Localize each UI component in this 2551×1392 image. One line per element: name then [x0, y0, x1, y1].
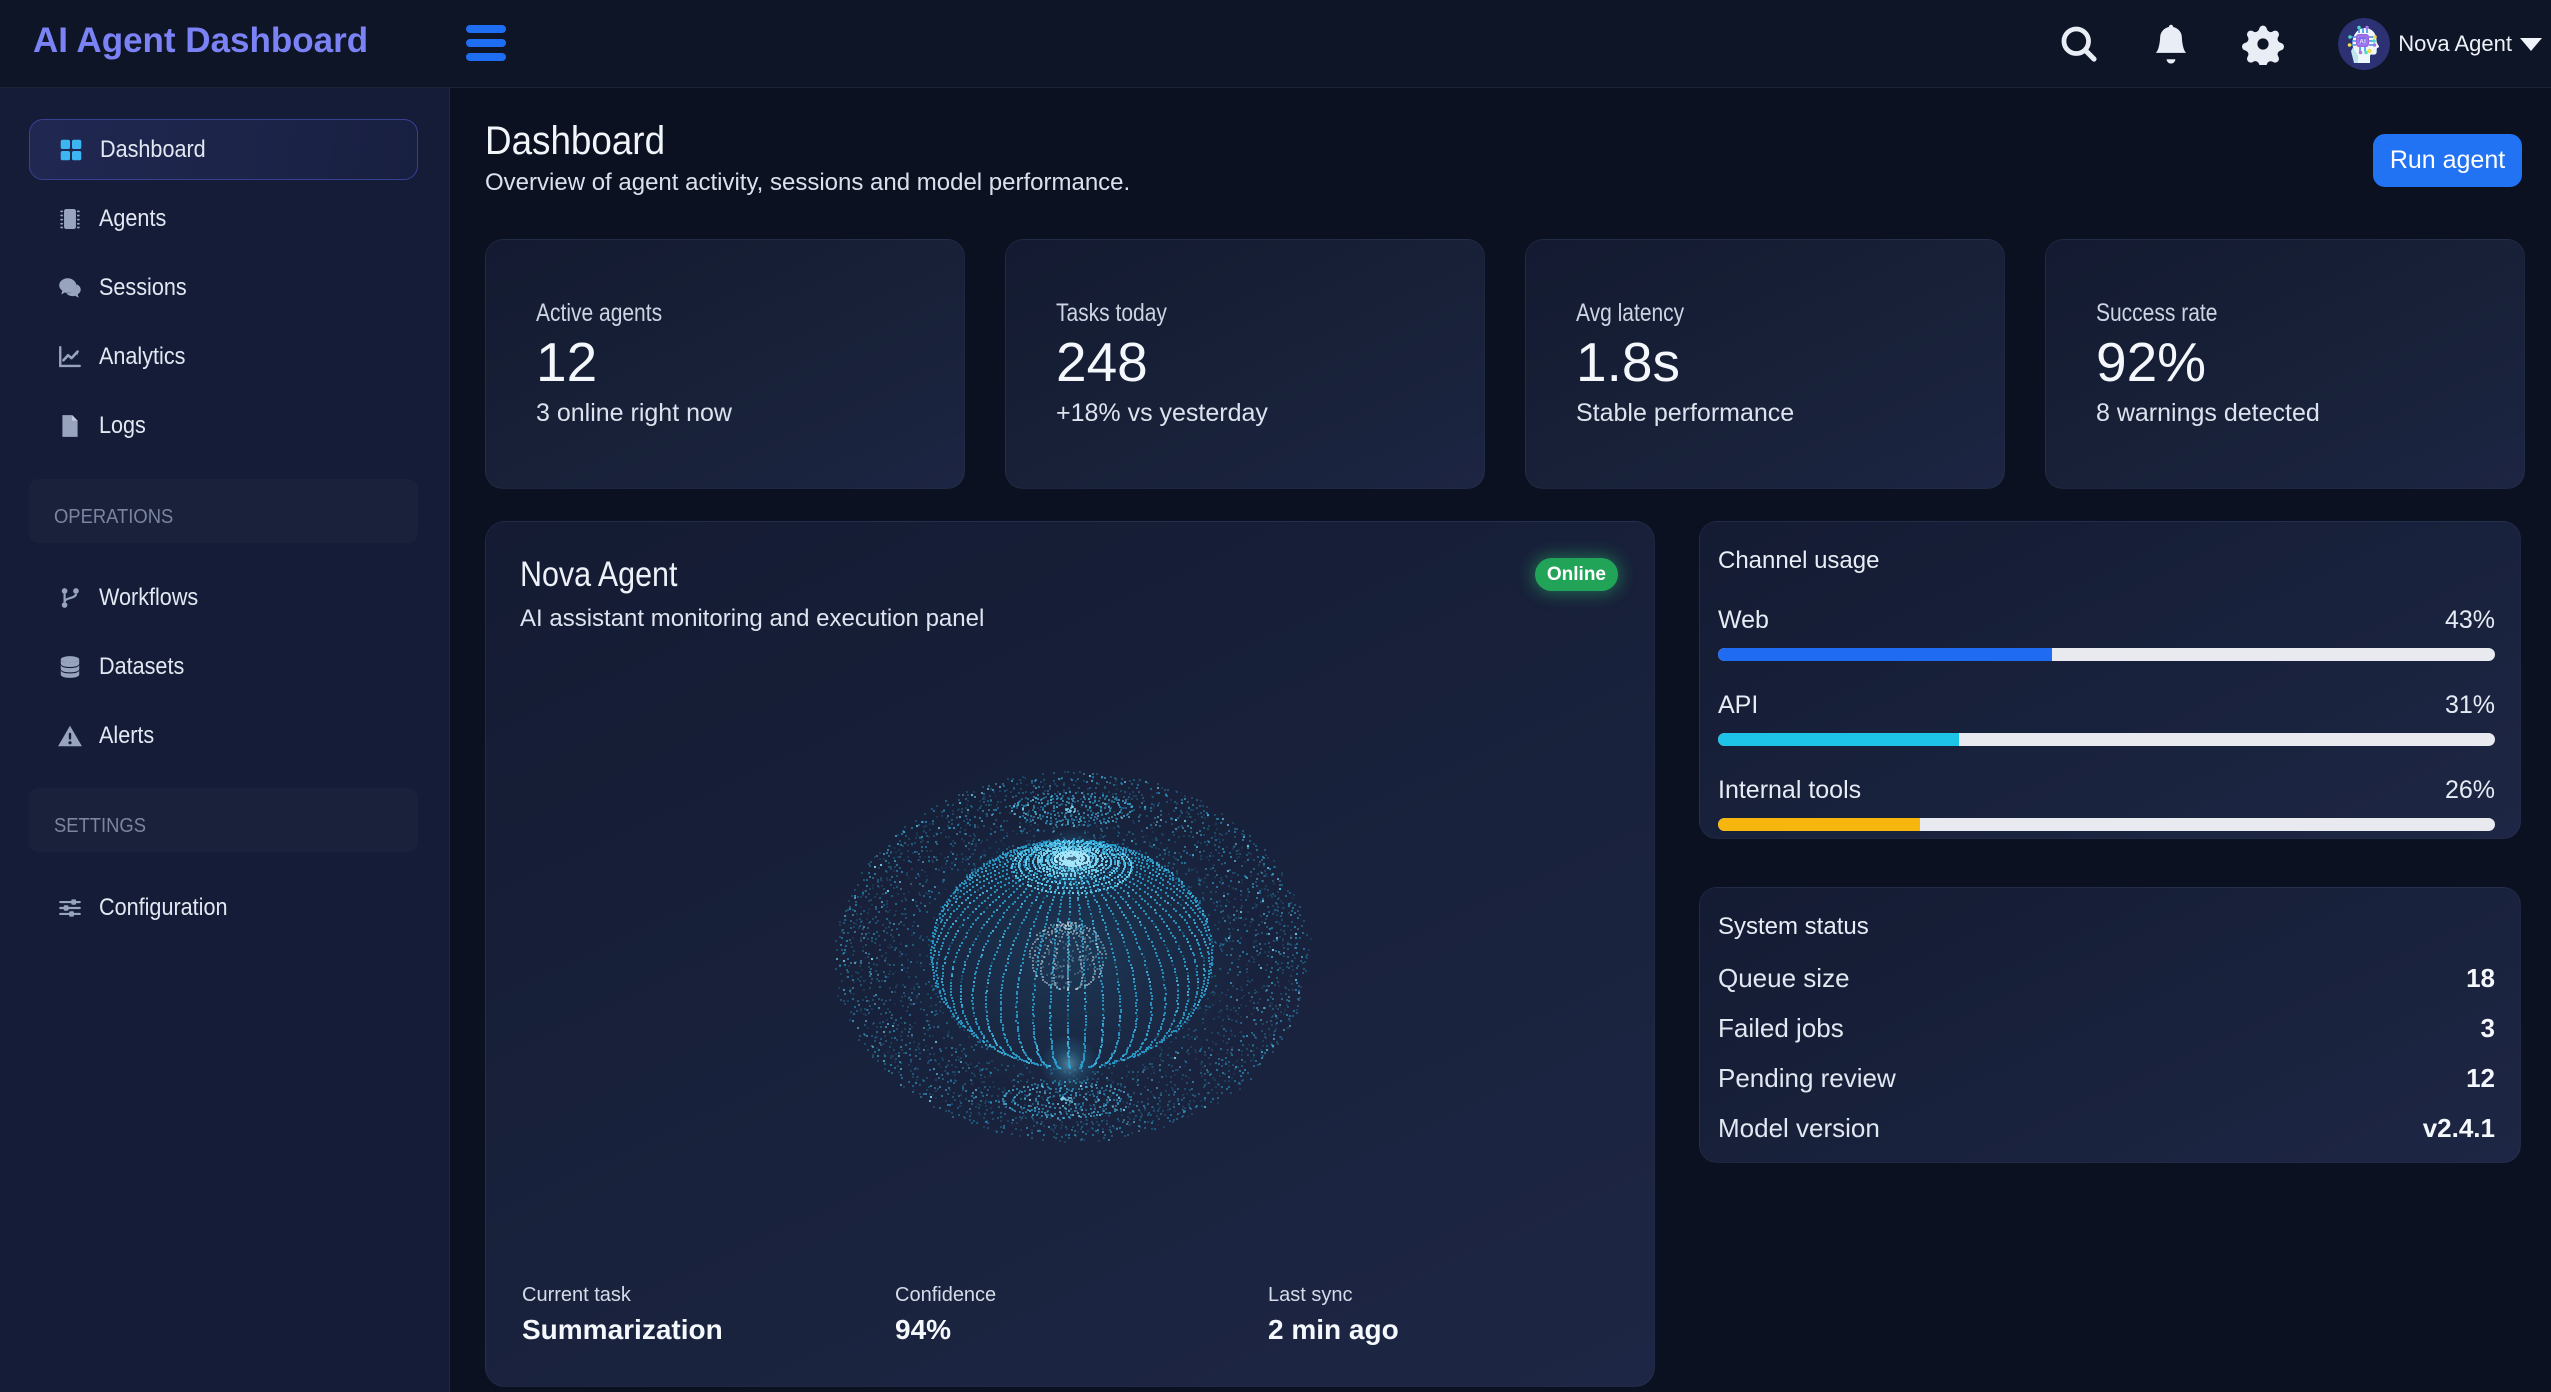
- svg-text:AI: AI: [2360, 38, 2367, 45]
